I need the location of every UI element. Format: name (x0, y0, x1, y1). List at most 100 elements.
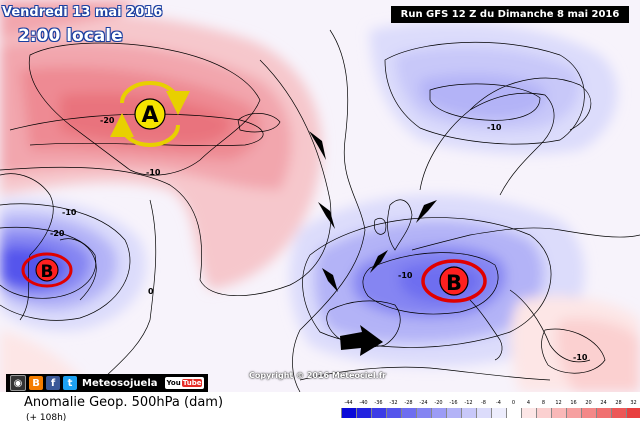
scale-tick-label: -40 (359, 400, 368, 406)
scale-cell: -16 (446, 400, 461, 418)
social-account-name: Meteosojuela (82, 377, 158, 389)
scale-swatch (506, 408, 521, 418)
scale-swatch (581, 408, 596, 418)
scale-swatch (521, 408, 536, 418)
contour-label: -10 (146, 168, 161, 177)
social-bar: ◉ B f t Meteosojuela You Tube (6, 374, 209, 392)
scale-cell: -20 (431, 400, 446, 418)
scale-cell: 12 (551, 400, 566, 418)
scale-swatch (596, 408, 611, 418)
scale-cell: -28 (401, 400, 416, 418)
scale-cell: 4 (521, 400, 536, 418)
scale-tick-label: -28 (404, 400, 413, 406)
scale-swatch (371, 408, 386, 418)
scale-tick-label: 0 (511, 400, 516, 406)
scale-cell: -40 (356, 400, 371, 418)
scale-tick-label: -16 (449, 400, 458, 406)
scale-cell: 32 (626, 400, 640, 418)
scale-swatch (461, 408, 476, 418)
scale-swatch (341, 408, 356, 418)
scale-tick-label: -44 (344, 400, 353, 406)
scale-tick-label: -8 (481, 400, 486, 406)
youtube-icon[interactable]: You Tube (164, 377, 205, 389)
low-pressure-letter: B (446, 271, 462, 295)
contour-label: -10 (62, 208, 77, 217)
scale-swatch (416, 408, 431, 418)
rotation-arrow-icon (110, 113, 180, 147)
rotation-arrow-icon (421, 259, 487, 303)
scale-cell: -12 (461, 400, 476, 418)
scale-cell: -32 (386, 400, 401, 418)
contour-label: -10 (487, 123, 502, 132)
isolines (0, 29, 606, 392)
scale-tick-label: -4 (496, 400, 501, 406)
scale-swatch (611, 408, 626, 418)
flow-arrow-icon (322, 268, 338, 292)
forecast-time: 2:00 locale (18, 26, 123, 46)
flow-arrow-icon (370, 250, 388, 273)
scale-swatch (491, 408, 506, 418)
scale-cell: 8 (536, 400, 551, 418)
scale-cell: 20 (581, 400, 596, 418)
scale-tick-label: 28 (615, 400, 622, 406)
model-run-label: Run GFS 12 Z du Dimanche 8 mai 2016 (391, 6, 629, 23)
flow-arrow-icon (416, 200, 437, 223)
scale-tick-label: 8 (541, 400, 546, 406)
scale-tick-label: -20 (434, 400, 443, 406)
flow-arrows (309, 131, 437, 356)
color-scale: -44 -40 -36 -32 -28 -24 -20 -16 -12 -8 -4 0 4 8 12 16 20… (341, 400, 640, 418)
copyright-text: Copyright © 2016 Meteociel.fr (249, 371, 387, 380)
scale-cell: 16 (566, 400, 581, 418)
contour-label: -20 (100, 116, 115, 125)
low-pressure-center: B (21, 252, 73, 288)
blogger-icon[interactable]: B (29, 376, 43, 390)
scale-swatch (431, 408, 446, 418)
camera-icon[interactable]: ◉ (10, 375, 26, 391)
flow-arrow-icon (309, 131, 326, 160)
scale-tick-label: -24 (419, 400, 428, 406)
contour-label: -10 (398, 271, 413, 280)
scale-tick-label: -12 (464, 400, 473, 406)
scale-swatch (386, 408, 401, 418)
scale-swatch (551, 408, 566, 418)
map-canvas: -20 -10 -10 -20 0 -10 -10 -10 A B B (0, 0, 640, 392)
high-pressure-center: A (110, 81, 190, 147)
contour-label: -20 (50, 229, 65, 238)
scale-swatch (476, 408, 491, 418)
low-pressure-center: B (421, 259, 487, 303)
scale-swatch (401, 408, 416, 418)
scale-cell: -36 (371, 400, 386, 418)
scale-swatch (536, 408, 551, 418)
scale-swatch (446, 408, 461, 418)
twitter-icon[interactable]: t (63, 376, 77, 390)
scale-tick-label: 24 (600, 400, 607, 406)
scale-cell: -24 (416, 400, 431, 418)
contour-label: 0 (148, 287, 154, 296)
contour-label: -10 (573, 353, 588, 362)
low-pressure-letter: B (41, 262, 54, 282)
scale-tick-label: -32 (389, 400, 398, 406)
flow-arrow-icon (318, 202, 335, 229)
rotation-arrow-icon (120, 81, 190, 115)
legend-title: Anomalie Geop. 500hPa (dam) (24, 395, 224, 410)
forecast-date: Vendredi 13 mai 2016 (2, 5, 163, 20)
scale-tick-label: 16 (570, 400, 577, 406)
scale-cell: -44 (341, 400, 356, 418)
scale-swatch (626, 408, 640, 418)
scale-tick-label: 20 (585, 400, 592, 406)
scale-tick-label: 4 (526, 400, 531, 406)
scale-tick-label: 12 (555, 400, 562, 406)
scale-swatch (356, 408, 371, 418)
scale-tick-label: -36 (374, 400, 383, 406)
scale-cell: 28 (611, 400, 626, 418)
lead-time: (+ 108h) (26, 413, 67, 423)
rotation-arrow-icon (21, 252, 73, 288)
scale-cell: 24 (596, 400, 611, 418)
scale-tick-label: 32 (630, 400, 637, 406)
scale-swatch (566, 408, 581, 418)
facebook-icon[interactable]: f (46, 376, 60, 390)
flow-arrow-icon (340, 325, 383, 356)
scale-cell: 0 (506, 400, 521, 418)
scale-cell: -4 (491, 400, 506, 418)
